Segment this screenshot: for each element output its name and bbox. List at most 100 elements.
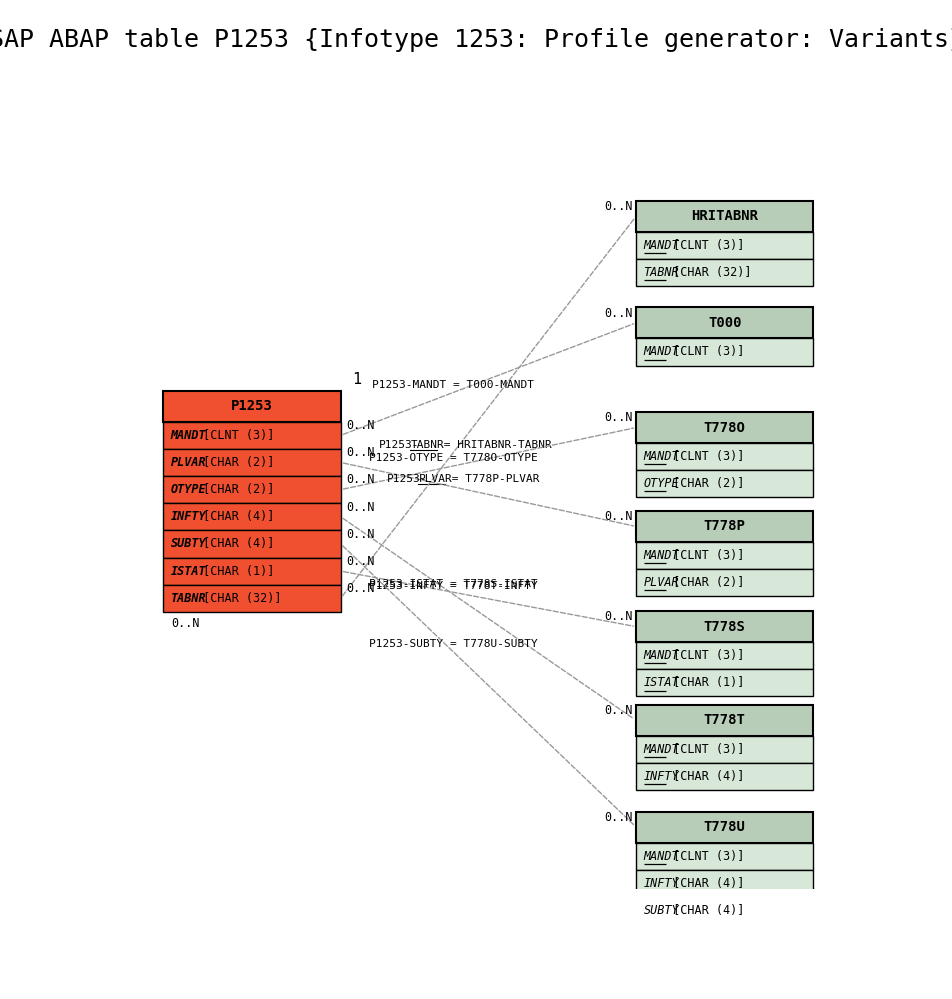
Text: MANDT: MANDT [643, 451, 679, 464]
Text: 0..N: 0..N [347, 500, 375, 513]
Text: INFTY: INFTY [643, 770, 679, 783]
Text: [CLNT (3)]: [CLNT (3)] [664, 346, 744, 359]
Text: [CHAR (1)]: [CHAR (1)] [196, 564, 274, 577]
Text: 0..N: 0..N [170, 617, 199, 630]
Text: 0..N: 0..N [347, 420, 375, 433]
Text: SAP ABAP table P1253 {Infotype 1253: Profile generator: Variants}: SAP ABAP table P1253 {Infotype 1253: Pro… [0, 28, 952, 52]
Text: T000: T000 [707, 316, 741, 330]
FancyBboxPatch shape [636, 611, 812, 642]
Text: [CHAR (32)]: [CHAR (32)] [664, 266, 750, 279]
Text: T778U: T778U [704, 820, 744, 834]
Text: TABNR: TABNR [643, 266, 679, 279]
FancyBboxPatch shape [636, 201, 812, 232]
FancyBboxPatch shape [164, 557, 340, 584]
FancyBboxPatch shape [636, 339, 812, 366]
Text: SUBTY: SUBTY [170, 537, 207, 550]
Text: 0..N: 0..N [347, 527, 375, 540]
Text: [CLNT (3)]: [CLNT (3)] [664, 451, 744, 464]
Text: 0..N: 0..N [347, 582, 375, 595]
Text: MANDT: MANDT [643, 549, 679, 562]
Text: [CLNT (3)]: [CLNT (3)] [664, 549, 744, 562]
Text: 0..N: 0..N [604, 200, 632, 213]
Text: MANDT: MANDT [643, 239, 679, 252]
Text: 0..N: 0..N [347, 474, 375, 487]
Text: PLVAR: PLVAR [170, 456, 207, 469]
FancyBboxPatch shape [164, 477, 340, 503]
Text: 0..N: 0..N [604, 610, 632, 623]
FancyBboxPatch shape [636, 308, 812, 339]
FancyBboxPatch shape [164, 530, 340, 557]
Text: TABNR: TABNR [410, 441, 444, 451]
FancyBboxPatch shape [164, 449, 340, 477]
Text: 0..N: 0..N [604, 510, 632, 523]
FancyBboxPatch shape [636, 510, 812, 542]
Text: [CHAR (2)]: [CHAR (2)] [664, 576, 744, 589]
Text: P1253-INFTY = T778T-INFTY: P1253-INFTY = T778T-INFTY [368, 581, 537, 591]
Text: [CHAR (4)]: [CHAR (4)] [664, 770, 744, 783]
Text: MANDT: MANDT [170, 429, 207, 442]
Text: INFTY: INFTY [643, 877, 679, 890]
Text: T778T: T778T [704, 713, 744, 727]
Text: [CHAR (4)]: [CHAR (4)] [196, 537, 274, 550]
Text: T778O: T778O [704, 421, 744, 435]
Text: P1253-OTYPE = T778O-OTYPE: P1253-OTYPE = T778O-OTYPE [368, 454, 537, 464]
Text: P1253-MANDT = T000-MANDT: P1253-MANDT = T000-MANDT [371, 380, 533, 390]
FancyBboxPatch shape [636, 259, 812, 286]
FancyBboxPatch shape [636, 569, 812, 596]
FancyBboxPatch shape [636, 471, 812, 498]
Text: [CHAR (1)]: [CHAR (1)] [664, 676, 744, 689]
FancyBboxPatch shape [164, 584, 340, 611]
Text: T778P: T778P [704, 519, 744, 533]
Text: 0..N: 0..N [604, 704, 632, 717]
FancyBboxPatch shape [636, 870, 812, 897]
Text: [CHAR (2)]: [CHAR (2)] [196, 484, 274, 497]
Text: [CHAR (32)]: [CHAR (32)] [196, 591, 281, 604]
Text: 0..N: 0..N [604, 307, 632, 320]
Text: PLVAR: PLVAR [418, 475, 451, 485]
Text: [CHAR (4)]: [CHAR (4)] [664, 877, 744, 890]
Text: [CHAR (2)]: [CHAR (2)] [664, 478, 744, 491]
FancyBboxPatch shape [636, 897, 812, 924]
Text: OTYPE: OTYPE [170, 484, 207, 497]
FancyBboxPatch shape [164, 391, 340, 422]
Text: MANDT: MANDT [643, 849, 679, 863]
Text: P1253: P1253 [231, 400, 272, 414]
Text: ISTAT: ISTAT [643, 676, 679, 689]
FancyBboxPatch shape [636, 736, 812, 763]
Text: MANDT: MANDT [643, 649, 679, 662]
FancyBboxPatch shape [636, 542, 812, 569]
Text: MANDT: MANDT [643, 346, 679, 359]
Text: ISTAT: ISTAT [170, 564, 207, 577]
Text: T778S: T778S [704, 619, 744, 633]
FancyBboxPatch shape [636, 412, 812, 444]
Text: TABNR: TABNR [170, 591, 207, 604]
Text: [CLNT (3)]: [CLNT (3)] [664, 239, 744, 252]
FancyBboxPatch shape [164, 503, 340, 530]
Text: [CHAR (4)]: [CHAR (4)] [664, 904, 744, 917]
Text: [CLNT (3)]: [CLNT (3)] [664, 649, 744, 662]
Text: P1253-: P1253- [387, 475, 426, 485]
FancyBboxPatch shape [636, 811, 812, 842]
FancyBboxPatch shape [636, 444, 812, 471]
Text: P1253-: P1253- [378, 441, 419, 451]
Text: MANDT: MANDT [643, 743, 679, 756]
Text: P1253-ISTAT = T778S-ISTAT: P1253-ISTAT = T778S-ISTAT [368, 579, 537, 589]
Text: 0..N: 0..N [347, 554, 375, 567]
Text: INFTY: INFTY [170, 510, 207, 523]
FancyBboxPatch shape [636, 842, 812, 870]
FancyBboxPatch shape [636, 669, 812, 696]
FancyBboxPatch shape [636, 232, 812, 259]
Text: OTYPE: OTYPE [643, 478, 679, 491]
Text: 0..N: 0..N [347, 447, 375, 460]
Text: 0..N: 0..N [604, 412, 632, 425]
Text: [CLNT (3)]: [CLNT (3)] [664, 743, 744, 756]
Text: SUBTY: SUBTY [643, 904, 679, 917]
FancyBboxPatch shape [636, 705, 812, 736]
Text: P1253-SUBTY = T778U-SUBTY: P1253-SUBTY = T778U-SUBTY [368, 638, 537, 648]
Text: [CHAR (4)]: [CHAR (4)] [196, 510, 274, 523]
FancyBboxPatch shape [164, 422, 340, 449]
Text: PLVAR: PLVAR [643, 576, 679, 589]
Text: HRITABNR: HRITABNR [690, 209, 758, 223]
Text: 1: 1 [351, 373, 361, 388]
FancyBboxPatch shape [636, 763, 812, 790]
